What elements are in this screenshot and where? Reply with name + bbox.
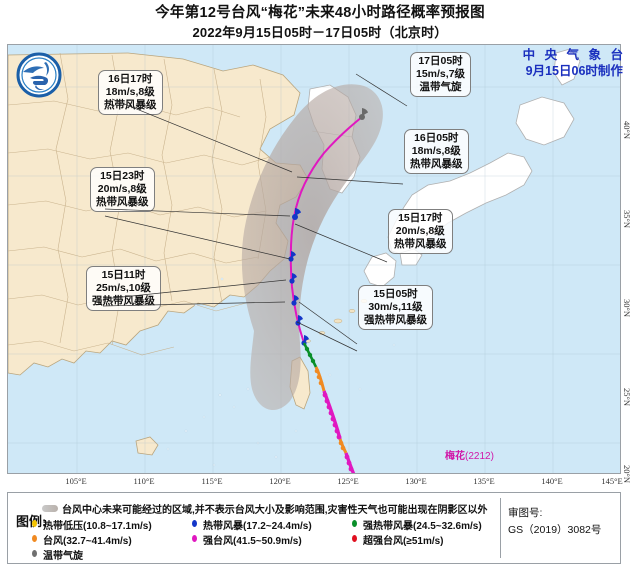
legend-label: 强台风(41.5~50.9m/s) bbox=[203, 536, 302, 547]
legend-note: 台风中心未来可能经过的区域,并不表示台风大小及影响范围,灾害性天气也可能出现在阴… bbox=[62, 505, 488, 516]
typhoon-name-tag: 梅花(2212) bbox=[445, 447, 494, 462]
callout-wind: 15m/s,7级 bbox=[416, 67, 466, 80]
longitude-axis: 105°E 110°E 115°E 120°E 125°E 130°E 135°… bbox=[0, 476, 640, 490]
callout-grade: 热带风暴级 bbox=[96, 195, 149, 208]
lon-tick-120: 120°E bbox=[269, 476, 291, 486]
legend-item-super-typhoon: 超强台风(≥51m/s) bbox=[352, 532, 444, 547]
legend-item-severe-tropical-storm: 强热带风暴(24.5~32.6m/s) bbox=[352, 517, 482, 532]
lon-tick-125: 125°E bbox=[337, 476, 359, 486]
legend-dot-icon bbox=[192, 535, 197, 542]
cone-swatch-icon bbox=[42, 505, 58, 512]
japan-hokkaido bbox=[515, 96, 575, 146]
lat-tick-35: 35°N bbox=[622, 209, 632, 229]
agency-name: 中 央 气 象 台 bbox=[522, 48, 626, 62]
legend-label: 超强台风(≥51m/s) bbox=[363, 536, 444, 547]
issue-time: 9月15日06时制作 bbox=[525, 64, 623, 79]
legend-row-2: 台风(32.7~41.4m/s) 强台风(41.5~50.9m/s) 超强台风(… bbox=[32, 532, 502, 547]
legend-label: 温带气旋 bbox=[43, 551, 83, 562]
review-info: 审图号: GS（2019）3082号 bbox=[508, 505, 620, 540]
typhoon-name: 梅花 bbox=[445, 451, 465, 462]
callout-time: 17日05时 bbox=[418, 55, 463, 67]
callout-16d17h[interactable]: 16日17时 18m/s,8级 热带风暴级 bbox=[98, 70, 163, 116]
lon-tick-110: 110°E bbox=[133, 476, 155, 486]
history-track-beads bbox=[304, 346, 355, 473]
legend-label: 台风(32.7~41.4m/s) bbox=[43, 536, 132, 547]
legend-dot-icon bbox=[32, 550, 37, 557]
legend-item-extratropical-cyclone: 温带气旋 bbox=[32, 547, 83, 562]
legend-divider bbox=[500, 498, 501, 558]
legend-row-3: 温带气旋 bbox=[32, 547, 502, 562]
footer-strip bbox=[0, 566, 640, 577]
callout-15d11h[interactable]: 15日11时 25m/s,10级 强热带风暴级 bbox=[86, 266, 161, 312]
callout-wind: 30m/s,11级 bbox=[368, 300, 423, 313]
lon-tick-140: 140°E bbox=[541, 476, 563, 486]
lat-tick-40: 40°N bbox=[622, 120, 632, 140]
cma-logo bbox=[16, 52, 62, 98]
callout-wind: 25m/s,10级 bbox=[96, 281, 151, 294]
legend-label: 强热带风暴(24.5~32.6m/s) bbox=[363, 521, 482, 532]
lon-tick-105: 105°E bbox=[65, 476, 87, 486]
callout-16d05h[interactable]: 16日05时 18m/s,8级 热带风暴级 bbox=[404, 129, 469, 175]
legend-title: 图例: bbox=[16, 511, 46, 530]
callout-time: 16日17时 bbox=[108, 73, 153, 85]
lat-tick-25: 25°N bbox=[622, 387, 632, 407]
legend-item-typhoon: 台风(32.7~41.4m/s) bbox=[32, 532, 132, 547]
callout-grade: 温带气旋 bbox=[419, 80, 462, 93]
review-label: 审图号: bbox=[508, 507, 543, 519]
title-sub: 2022年9月15日05时－17日05时（北京时） bbox=[192, 24, 448, 40]
lat-tick-30: 30°N bbox=[622, 298, 632, 318]
callout-time: 16日05时 bbox=[414, 132, 459, 144]
legend-dot-icon bbox=[192, 520, 197, 527]
legend-label: 热带风暴(17.2~24.4m/s) bbox=[203, 521, 312, 532]
callout-17d05h[interactable]: 17日05时 15m/s,7级 温带气旋 bbox=[410, 52, 472, 98]
legend-main: 图例: 台风中心未来可能经过的区域,并不表示台风大小及影响范围,灾害性天气也可能… bbox=[8, 493, 500, 563]
legend-label: 热带低压(10.8~17.1m/s) bbox=[43, 521, 152, 532]
legend-dot-icon bbox=[32, 520, 37, 527]
agency-stamp: 中 央 气 象 台 9月15日06时制作 bbox=[523, 47, 626, 80]
callout-grade: 热带风暴级 bbox=[104, 98, 157, 111]
page-title: 今年第12号台风“梅花”未来48小时路径概率预报图 2022年9月15日05时－… bbox=[0, 4, 640, 41]
legend-item-strong-typhoon: 强台风(41.5~50.9m/s) bbox=[192, 532, 302, 547]
map-canvas[interactable] bbox=[7, 44, 621, 474]
legend-item-tropical-storm: 热带风暴(17.2~24.4m/s) bbox=[192, 517, 312, 532]
callout-time: 15日23时 bbox=[100, 170, 145, 182]
callout-grade: 强热带风暴级 bbox=[92, 294, 155, 307]
lon-tick-130: 130°E bbox=[405, 476, 427, 486]
callout-grade: 热带风暴级 bbox=[410, 157, 463, 170]
legend-dot-icon bbox=[352, 520, 357, 527]
review-number: GS（2019）3082号 bbox=[508, 524, 602, 537]
sakhalin bbox=[553, 48, 581, 86]
callout-grade: 强热带风暴级 bbox=[364, 313, 427, 326]
latitude-axis: 40°N 35°N 30°N 25°N 20°N bbox=[622, 44, 638, 483]
lat-tick-20: 20°N bbox=[622, 464, 632, 484]
callout-15d23h[interactable]: 15日23时 20m/s,8级 热带风暴级 bbox=[90, 167, 155, 213]
typhoon-number: (2212) bbox=[465, 451, 494, 462]
callout-wind: 20m/s,8级 bbox=[395, 224, 445, 237]
legend-row-1: 热带低压(10.8~17.1m/s) 热带风暴(17.2~24.4m/s) 强热… bbox=[32, 517, 502, 532]
callout-15d05h[interactable]: 15日05时 30m/s,11级 强热带风暴级 bbox=[358, 285, 433, 331]
lon-tick-135: 135°E bbox=[473, 476, 495, 486]
callout-15d17h[interactable]: 15日17时 20m/s,8级 热带风暴级 bbox=[388, 209, 453, 255]
legend-dot-icon bbox=[352, 535, 357, 542]
callout-time: 15日11时 bbox=[101, 269, 146, 281]
legend-dot-icon bbox=[32, 535, 37, 542]
callout-grade: 热带风暴级 bbox=[394, 237, 447, 250]
callout-wind: 18m/s,8级 bbox=[105, 85, 155, 98]
lon-tick-115: 115°E bbox=[201, 476, 223, 486]
callout-wind: 18m/s,8级 bbox=[411, 144, 461, 157]
legend-item-tropical-depression: 热带低压(10.8~17.1m/s) bbox=[32, 517, 152, 532]
lon-tick-145: 145°E bbox=[601, 476, 623, 486]
legend: 图例: 台风中心未来可能经过的区域,并不表示台风大小及影响范围,灾害性天气也可能… bbox=[7, 492, 621, 564]
title-main: 今年第12号台风“梅花”未来48小时路径概率预报图 bbox=[155, 5, 485, 21]
hainan-island bbox=[135, 436, 159, 456]
legend-rows: 热带低压(10.8~17.1m/s) 热带风暴(17.2~24.4m/s) 强热… bbox=[32, 517, 502, 562]
callout-time: 15日05时 bbox=[373, 288, 418, 300]
callout-time: 15日17时 bbox=[398, 212, 443, 224]
callout-wind: 20m/s,8级 bbox=[97, 182, 147, 195]
